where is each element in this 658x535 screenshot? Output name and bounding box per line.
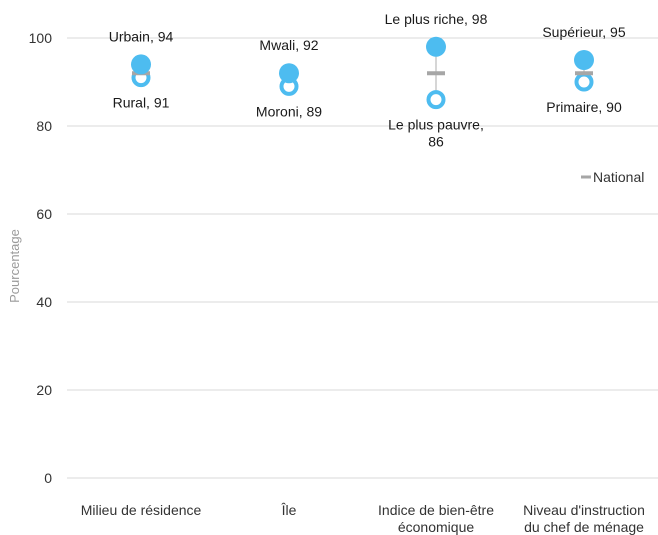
- y-tick-labels: 0 20 40 60 80 100: [29, 30, 53, 486]
- y-tick-label-20: 20: [36, 382, 52, 398]
- x-category-labels: Milieu de résidence Île Indice de bien-êtr…: [81, 502, 645, 535]
- low-label-2: Le plus pauvre, 86: [388, 117, 484, 150]
- legend-national-label: National: [593, 169, 644, 185]
- x-category-label-3: Niveau d'instruction du chef de ménage: [523, 502, 645, 535]
- gridlines: [67, 37, 658, 479]
- legend: National: [581, 169, 644, 185]
- low-marker-3: [574, 72, 594, 92]
- y-axis-label: Pourcentage: [7, 229, 22, 303]
- high-label-1: Mwali, 92: [259, 37, 318, 53]
- y-tick-label-80: 80: [36, 118, 52, 134]
- range-lines: [140, 46, 585, 100]
- x-category-label-2: Indice de bien-être économique: [378, 502, 494, 535]
- y-tick-label-40: 40: [36, 294, 52, 310]
- y-tick-label-0: 0: [44, 470, 52, 486]
- x-category-label-0: Milieu de résidence: [81, 502, 202, 518]
- high-marker-1: [279, 63, 299, 84]
- low-marker-2: [426, 90, 446, 110]
- y-tick-label-100: 100: [29, 30, 53, 46]
- x-category-label-1: Île: [281, 502, 297, 518]
- high-marker-2: [426, 36, 446, 57]
- high-marker-0: [131, 54, 151, 75]
- y-tick-label-60: 60: [36, 206, 52, 222]
- low-label-1: Moroni, 89: [256, 103, 322, 119]
- high-marker-3: [574, 50, 594, 70]
- low-label-3: Primaire, 90: [546, 99, 622, 115]
- high-label-3: Supérieur, 95: [542, 24, 625, 40]
- high-label-0: Urbain, 94: [109, 28, 174, 44]
- low-label-0: Rural, 91: [113, 95, 170, 111]
- high-label-2: Le plus riche, 98: [385, 11, 488, 27]
- data-marks: [131, 36, 594, 110]
- data-labels: Urbain, 94 Rural, 91 Mwali, 92 Moroni, 89 Le…: [109, 11, 626, 150]
